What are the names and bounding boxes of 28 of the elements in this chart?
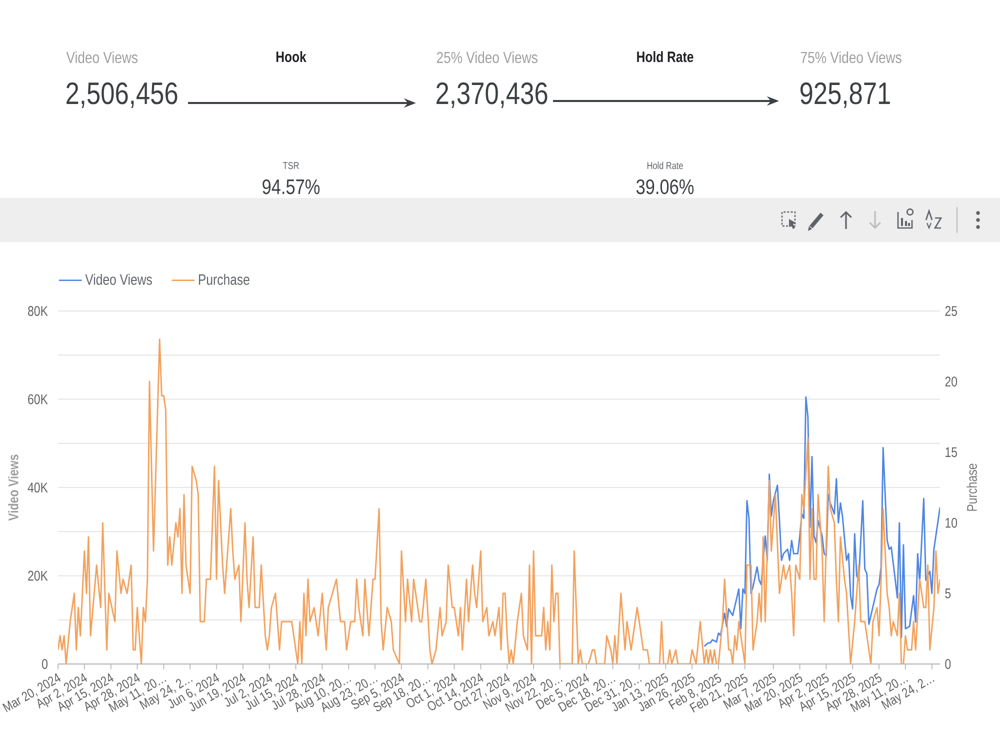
text: 75% Video Views: [800, 51, 902, 64]
y2-tick-label: 15: [946, 447, 958, 458]
y2-tick-label: 20: [945, 376, 958, 387]
y2-tick-label: 5: [945, 588, 951, 598]
y-tick-label: 60K: [28, 394, 48, 404]
text: 25% Video Views: [436, 51, 538, 64]
legend-label: Purchase: [198, 274, 250, 285]
y2-tick-label: 10: [946, 518, 958, 528]
y-tick-label: 40K: [28, 482, 48, 492]
y-tick-label: 20K: [28, 570, 48, 581]
y-tick-label: 80K: [28, 306, 48, 316]
line-series: [704, 396, 940, 648]
text: Hold Rate: [647, 162, 683, 170]
y2-tick-label: 0: [945, 659, 951, 669]
text: 94.57%: [262, 179, 320, 194]
text: TSR: [282, 162, 299, 170]
legend-label: Video Views: [85, 274, 152, 285]
text: 2,370,436: [436, 82, 548, 108]
y-tick-label: 0: [42, 659, 48, 669]
y2-axis-title: Purchase: [966, 464, 977, 511]
y2-tick-label: 25: [945, 306, 958, 316]
text: Hook: [276, 51, 306, 62]
text: Hold Rate: [637, 51, 694, 62]
text: Video Views: [66, 51, 138, 64]
text: 39.06%: [636, 179, 694, 194]
y-axis-title: Video Views: [8, 454, 18, 521]
text: 2,506,456: [66, 82, 178, 108]
text: 925,871: [800, 82, 890, 108]
